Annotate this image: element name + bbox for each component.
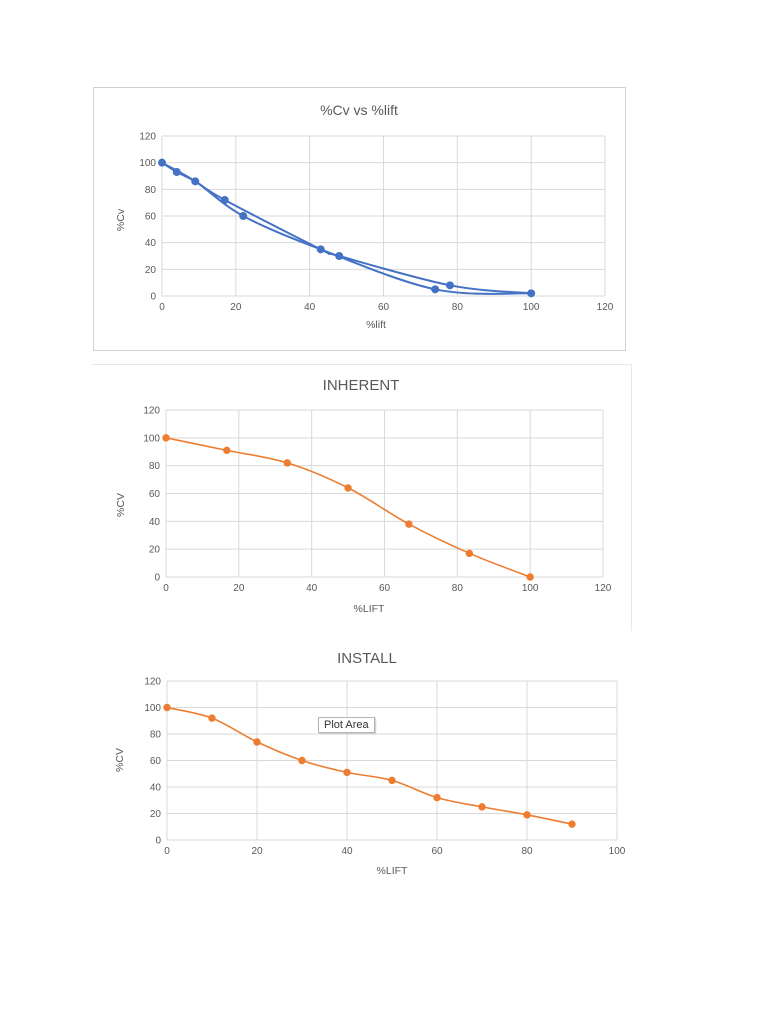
x-tick-label: 80 xyxy=(452,583,464,594)
gridlines xyxy=(161,135,606,297)
y-tick-label: 20 xyxy=(145,265,157,276)
data-point xyxy=(253,738,261,746)
chart-inherent: INHERENT %LIFT %CV 0 20 40 60 80 100 120 0 20 40 6… xyxy=(93,364,632,631)
x-tick-label: 40 xyxy=(304,302,316,313)
x-tick-label: 100 xyxy=(522,583,539,594)
y-axis-label: %CV xyxy=(114,748,126,772)
y-tick-label: 80 xyxy=(150,730,162,741)
y-tick-label: 80 xyxy=(149,461,161,472)
x-tick-label: 0 xyxy=(163,583,169,594)
data-point xyxy=(433,793,441,802)
x-tick-label: 100 xyxy=(523,302,540,313)
y-tick-label: 20 xyxy=(150,809,162,820)
data-point xyxy=(431,285,440,294)
data-point xyxy=(298,756,306,765)
data-point xyxy=(465,549,474,558)
x-axis-label: %LIFT xyxy=(354,603,386,615)
data-point xyxy=(526,573,534,581)
data-point xyxy=(223,446,231,455)
y-tick-label: 60 xyxy=(149,489,161,500)
data-point xyxy=(158,158,166,167)
x-axis-label: %LIFT xyxy=(377,865,409,877)
data-point xyxy=(445,281,454,290)
y-tick-label: 60 xyxy=(150,756,162,767)
series-line xyxy=(165,437,531,578)
data-point xyxy=(163,703,171,712)
x-tick-label: 20 xyxy=(233,583,245,594)
y-tick-label: 60 xyxy=(145,212,157,223)
y-axis-label: %Cv xyxy=(115,208,127,231)
data-point xyxy=(568,820,576,828)
x-tick-label: 100 xyxy=(609,846,626,857)
y-tick-label: 120 xyxy=(144,677,161,688)
data-point xyxy=(191,177,200,186)
y-tick-label: 120 xyxy=(143,406,160,417)
x-tick-label: 0 xyxy=(159,302,165,313)
data-point xyxy=(239,212,248,220)
data-point xyxy=(208,714,216,722)
plot-area-tooltip: Plot Area xyxy=(318,717,375,733)
x-tick-label: 60 xyxy=(431,846,443,857)
y-tick-label: 120 xyxy=(139,132,156,143)
data-point xyxy=(343,768,351,777)
y-tick-label: 100 xyxy=(144,703,161,714)
y-tick-label: 20 xyxy=(149,545,161,556)
data-point xyxy=(162,434,170,442)
x-tick-label: 40 xyxy=(341,846,353,857)
trend-curve xyxy=(161,161,532,295)
series-line xyxy=(166,706,573,825)
chart-install-svg: INSTALL %LIFT %CV 0 20 40 60 80 100 120 0 20 40 60… xyxy=(114,650,626,877)
data-point xyxy=(344,484,352,492)
x-tick-label: 120 xyxy=(597,302,614,313)
data-point xyxy=(283,459,291,467)
y-tick-label: 40 xyxy=(150,783,162,794)
x-tick-label: 0 xyxy=(164,846,170,857)
y-tick-label: 40 xyxy=(149,517,161,528)
data-point xyxy=(527,289,536,298)
x-tick-label: 20 xyxy=(230,302,242,313)
x-axis-label: %lift xyxy=(366,319,386,331)
data-point xyxy=(478,803,486,811)
data-point xyxy=(172,168,181,176)
chart-title: %Cv vs %lift xyxy=(320,102,398,118)
data-point xyxy=(220,196,229,204)
x-tick-label: 20 xyxy=(251,846,263,857)
data-point xyxy=(316,245,325,254)
chart-cv-vs-lift: %Cv vs %lift %lift %Cv 0 20 40 60 80 100 120 0 2… xyxy=(93,87,626,351)
x-tick-label: 80 xyxy=(521,846,533,857)
data-point xyxy=(405,520,413,528)
y-tick-label: 100 xyxy=(143,433,160,444)
chart-title: INSTALL xyxy=(337,650,397,667)
x-tick-label: 40 xyxy=(306,583,318,594)
x-tick-label: 120 xyxy=(595,583,612,594)
y-tick-label: 0 xyxy=(154,573,160,584)
y-tick-label: 0 xyxy=(150,292,156,303)
gridlines xyxy=(166,680,618,841)
y-axis-label: %CV xyxy=(115,493,127,517)
data-point xyxy=(523,811,531,819)
y-tick-label: 80 xyxy=(145,185,157,196)
data-point xyxy=(335,252,344,260)
x-tick-label: 60 xyxy=(378,302,390,313)
x-tick-label: 80 xyxy=(452,302,464,313)
y-tick-label: 40 xyxy=(145,238,157,249)
y-tick-label: 100 xyxy=(139,158,156,169)
chart-title: INHERENT xyxy=(323,377,400,394)
y-tick-label: 0 xyxy=(155,836,161,847)
trend-curve xyxy=(161,161,532,295)
chart-install: INSTALL %LIFT %CV 0 20 40 60 80 100 120 0 20 40 60… xyxy=(93,640,631,890)
chart-cv-vs-lift-svg: %Cv vs %lift %lift %Cv 0 20 40 60 80 100 120 0 2… xyxy=(115,102,614,331)
chart-inherent-svg: INHERENT %LIFT %CV 0 20 40 60 80 100 120 0 20 40 6… xyxy=(115,377,612,615)
gridlines xyxy=(165,409,604,578)
data-point xyxy=(388,776,396,785)
x-tick-label: 60 xyxy=(379,583,391,594)
